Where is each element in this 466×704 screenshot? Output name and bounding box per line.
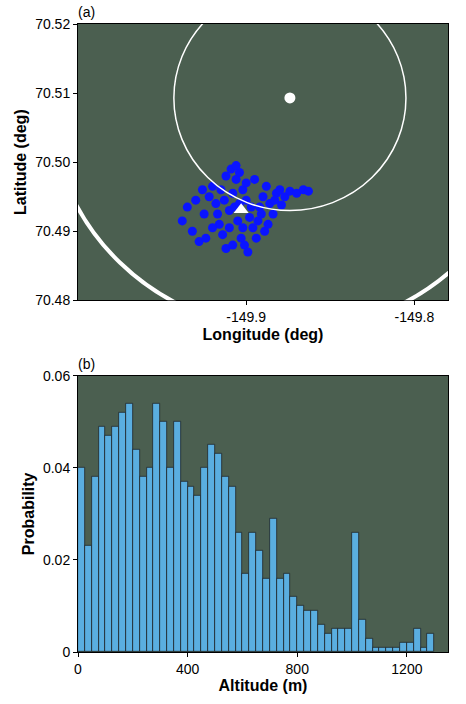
svg-text:0.02: 0.02 [43,552,70,568]
svg-text:0: 0 [74,661,82,677]
svg-text:Probability: Probability [20,472,37,555]
svg-text:70.52: 70.52 [35,16,70,32]
svg-text:70.49: 70.49 [35,223,70,239]
svg-text:Longitude (deg): Longitude (deg) [203,326,324,343]
svg-text:(a): (a) [78,4,95,20]
svg-text:-149.8: -149.8 [395,309,435,325]
svg-text:Latitude (deg): Latitude (deg) [12,109,29,215]
svg-text:0: 0 [62,644,70,660]
svg-text:0.06: 0.06 [43,368,70,384]
svg-text:70.51: 70.51 [35,85,70,101]
svg-text:70.50: 70.50 [35,154,70,170]
svg-text:400: 400 [176,661,200,677]
svg-text:Altitude (m): Altitude (m) [219,677,308,694]
svg-text:70.48: 70.48 [35,292,70,308]
svg-text:(b): (b) [78,356,95,372]
svg-text:800: 800 [286,661,310,677]
svg-text:1200: 1200 [391,661,422,677]
svg-text:0.04: 0.04 [43,460,70,476]
svg-text:-149.9: -149.9 [226,309,266,325]
